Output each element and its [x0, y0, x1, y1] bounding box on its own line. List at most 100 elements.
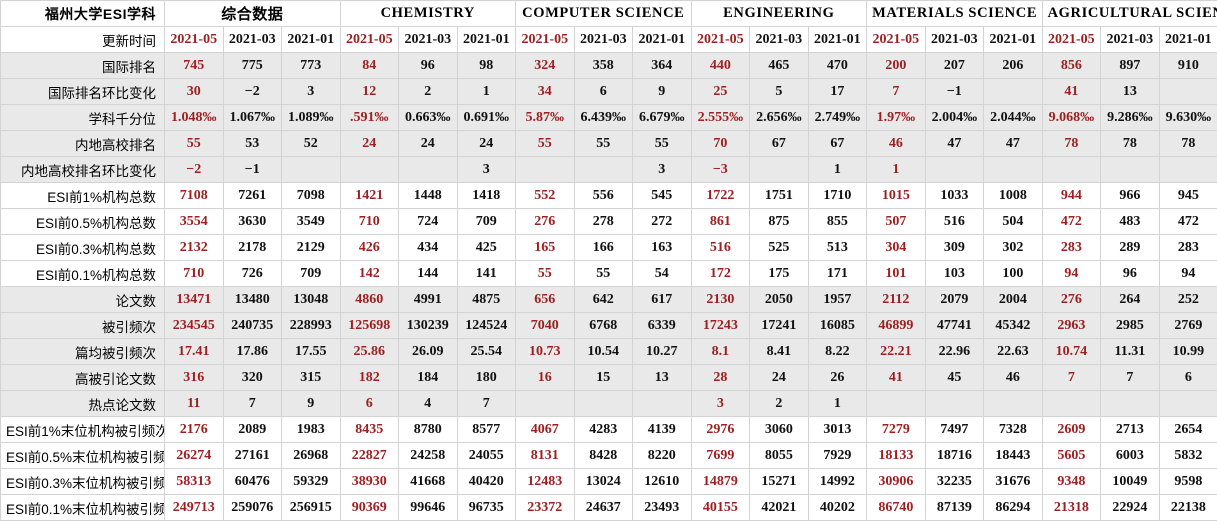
data-cell: 3630: [223, 209, 282, 235]
data-cell: 10.73: [516, 339, 575, 365]
data-cell: 545: [633, 183, 692, 209]
data-cell: 2021-03: [1101, 27, 1160, 53]
data-cell: 24: [750, 365, 809, 391]
data-cell: 2021-05: [1042, 27, 1101, 53]
data-cell: 200: [867, 53, 926, 79]
data-cell: 320: [223, 365, 282, 391]
data-cell: 25: [691, 79, 750, 105]
data-cell: 2176: [165, 417, 224, 443]
data-cell: 206: [984, 53, 1043, 79]
data-cell: 7108: [165, 183, 224, 209]
data-cell: 426: [340, 235, 399, 261]
data-cell: 1.067‰: [223, 105, 282, 131]
data-cell: 17.41: [165, 339, 224, 365]
data-cell: 7: [457, 391, 516, 417]
data-cell: 513: [808, 235, 867, 261]
data-cell: 276: [1042, 287, 1101, 313]
data-cell: 425: [457, 235, 516, 261]
data-cell: 516: [925, 209, 984, 235]
data-cell: 5605: [1042, 443, 1101, 469]
data-cell: 10.74: [1042, 339, 1101, 365]
data-cell: 2713: [1101, 417, 1160, 443]
data-cell: [925, 391, 984, 417]
data-cell: 22.63: [984, 339, 1043, 365]
data-cell: 2654: [1159, 417, 1217, 443]
data-cell: 12610: [633, 469, 692, 495]
data-cell: 1983: [282, 417, 341, 443]
data-cell: 9348: [1042, 469, 1101, 495]
data-cell: 3554: [165, 209, 224, 235]
data-cell: 1008: [984, 183, 1043, 209]
data-cell: 2609: [1042, 417, 1101, 443]
data-cell: 228993: [282, 313, 341, 339]
data-cell: .591‰: [340, 105, 399, 131]
data-cell: 47: [925, 131, 984, 157]
data-cell: [340, 157, 399, 183]
data-cell: 17241: [750, 313, 809, 339]
data-cell: 26: [808, 365, 867, 391]
data-cell: 6.439‰: [574, 105, 633, 131]
data-cell: 726: [223, 261, 282, 287]
data-cell: 9598: [1159, 469, 1217, 495]
data-cell: 4991: [399, 287, 458, 313]
data-cell: 6: [340, 391, 399, 417]
data-cell: 2021-03: [399, 27, 458, 53]
data-cell: 2021-05: [867, 27, 926, 53]
data-cell: 6003: [1101, 443, 1160, 469]
data-cell: [1159, 79, 1217, 105]
data-cell: 2021-03: [925, 27, 984, 53]
data-cell: 10049: [1101, 469, 1160, 495]
data-cell: 13: [633, 365, 692, 391]
data-cell: 642: [574, 287, 633, 313]
data-cell: 8780: [399, 417, 458, 443]
data-cell: 8.1: [691, 339, 750, 365]
data-cell: 46899: [867, 313, 926, 339]
data-cell: 103: [925, 261, 984, 287]
data-cell: 2021-05: [516, 27, 575, 53]
group-header-5: MATERIALS SCIENCE: [867, 1, 1043, 27]
data-cell: 315: [282, 365, 341, 391]
esi-discipline-table-page: 福州大学学科情报分析小组 福州大学ESI学科 综合数据CHEMISTRYCOMP…: [0, 0, 1217, 508]
data-cell: 856: [1042, 53, 1101, 79]
data-cell: 283: [1159, 235, 1217, 261]
data-cell: 58313: [165, 469, 224, 495]
data-cell: 264: [1101, 287, 1160, 313]
data-cell: 7: [1101, 365, 1160, 391]
data-cell: 875: [750, 209, 809, 235]
data-cell: 55: [516, 131, 575, 157]
data-cell: 4: [399, 391, 458, 417]
data-cell: 14879: [691, 469, 750, 495]
data-cell: 1.089‰: [282, 105, 341, 131]
data-cell: 1751: [750, 183, 809, 209]
data-cell: 7328: [984, 417, 1043, 443]
data-cell: 78: [1042, 131, 1101, 157]
data-cell: 434: [399, 235, 458, 261]
data-cell: 6: [574, 79, 633, 105]
data-cell: 41: [1042, 79, 1101, 105]
data-cell: 9: [633, 79, 692, 105]
data-cell: 47741: [925, 313, 984, 339]
data-cell: 22.96: [925, 339, 984, 365]
data-cell: 163: [633, 235, 692, 261]
data-cell: 9.068‰: [1042, 105, 1101, 131]
data-cell: 2.004‰: [925, 105, 984, 131]
data-cell: 7: [223, 391, 282, 417]
data-cell: 283: [1042, 235, 1101, 261]
data-cell: 470: [808, 53, 867, 79]
data-cell: 1.97‰: [867, 105, 926, 131]
data-cell: 5: [750, 79, 809, 105]
data-cell: 507: [867, 209, 926, 235]
data-cell: 9: [282, 391, 341, 417]
data-cell: −1: [223, 157, 282, 183]
group-header-4: ENGINEERING: [691, 1, 867, 27]
data-cell: 7: [1042, 365, 1101, 391]
data-cell: 52: [282, 131, 341, 157]
data-cell: 709: [282, 261, 341, 287]
data-cell: 78: [1159, 131, 1217, 157]
